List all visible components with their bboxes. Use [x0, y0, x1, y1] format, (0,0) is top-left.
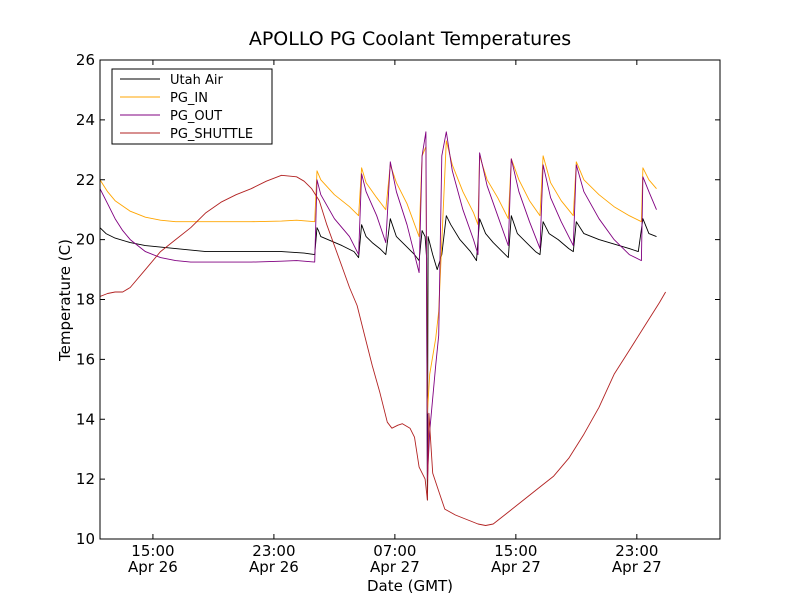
chart-title: APOLLO PG Coolant Temperatures	[249, 28, 571, 50]
legend: Utah Air PG_IN PG_OUT PG_SHUTTLE	[111, 68, 273, 145]
legend-label: PG_SHUTTLE	[170, 127, 253, 142]
x-tick-label-date: Apr 27	[370, 558, 420, 576]
x-tick-label-time: 23:00	[615, 542, 658, 560]
y-tick-label: 22	[76, 171, 95, 189]
y-tick-label: 14	[76, 410, 95, 428]
legend-box	[111, 68, 273, 145]
series-line-pg-in	[100, 140, 657, 414]
y-tick-label: 24	[76, 111, 95, 129]
y-tick-label: 10	[76, 530, 95, 548]
x-tick-label-time: 15:00	[494, 542, 537, 560]
legend-label: PG_OUT	[170, 109, 222, 124]
y-tick-label: 16	[76, 350, 95, 368]
x-tick-label-time: 15:00	[131, 542, 174, 560]
x-axis-label: Date (GMT)	[367, 577, 453, 595]
y-axis-label: Temperature (C)	[56, 239, 74, 362]
x-tick-label-date: Apr 27	[491, 558, 541, 576]
series-line-pg-shuttle	[100, 174, 666, 526]
x-tick-label-date: Apr 26	[128, 558, 178, 576]
legend-label: PG_IN	[170, 91, 208, 106]
x-tick-label-date: Apr 26	[249, 558, 299, 576]
legend-label: Utah Air	[170, 73, 223, 88]
y-tick-label: 26	[76, 51, 95, 69]
y-tick-label: 18	[76, 291, 95, 309]
x-tick-label-time: 23:00	[252, 542, 295, 560]
y-tick-label: 12	[76, 470, 95, 488]
x-tick-label-date: Apr 27	[612, 558, 662, 576]
y-tick-label: 20	[76, 231, 95, 249]
x-tick-label-time: 07:00	[373, 542, 416, 560]
